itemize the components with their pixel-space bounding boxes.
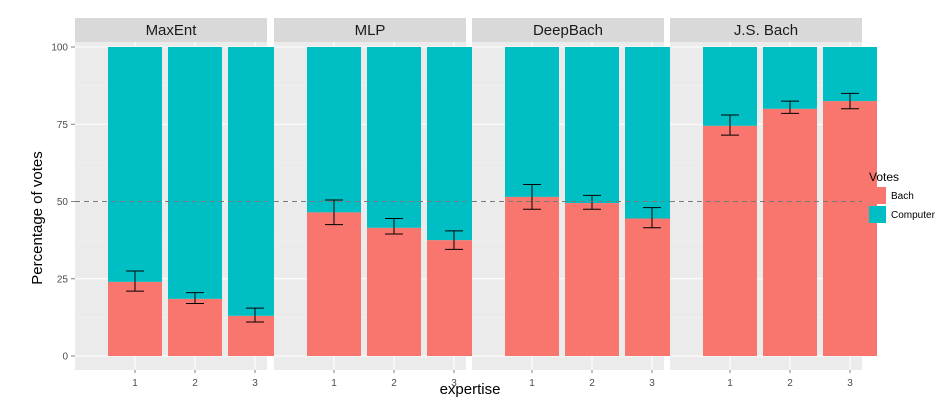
legend-title: Votes — [869, 170, 899, 184]
bar-computer-2 — [168, 47, 222, 299]
legend-label-computer: Computer — [891, 210, 936, 221]
facet-strip — [670, 18, 862, 42]
x-tick-label: 2 — [787, 378, 793, 389]
bar-bach-3 — [823, 101, 877, 356]
x-tick-label: 1 — [132, 378, 138, 389]
facet-panel-2: DeepBach 1 2 3 — [472, 18, 679, 389]
bar-computer-2 — [763, 47, 817, 109]
bar-bach-1 — [703, 125, 757, 356]
bar-computer-1 — [703, 47, 757, 126]
legend-key-bach — [869, 187, 886, 204]
facet-panels: MaxEnt 1 2 3 MLP 1 2 3 DeepBach 1 2 3 J.S. Bach 1 2 3 0 2… — [51, 18, 877, 389]
facet-strip — [75, 18, 267, 42]
y-tick-label: 100 — [51, 43, 68, 54]
bar-bach-3 — [228, 315, 282, 356]
y-axis-title: Percentage of votes — [29, 151, 46, 284]
bar-computer-2 — [367, 47, 421, 228]
x-axis-title: expertise — [440, 381, 501, 398]
y-tick-label: 0 — [62, 352, 68, 363]
x-tick-label: 2 — [391, 378, 397, 389]
bar-bach-2 — [565, 203, 619, 356]
x-tick-label: 1 — [727, 378, 733, 389]
x-tick-label: 2 — [192, 378, 198, 389]
bar-bach-2 — [168, 298, 222, 356]
y-tick-label: 50 — [57, 197, 69, 208]
bar-bach-2 — [763, 108, 817, 356]
facet-strip-label: MaxEnt — [146, 22, 198, 39]
x-tick-label: 3 — [252, 378, 258, 389]
bar-bach-1 — [505, 196, 559, 356]
bar-bach-1 — [307, 212, 361, 356]
facet-strip-label: MLP — [355, 22, 386, 39]
y-axis: 0 25 50 75 100 — [51, 43, 75, 363]
facet-strip — [472, 18, 664, 42]
facet-panel-0: MaxEnt 1 2 3 — [75, 18, 282, 389]
facet-strip-label: J.S. Bach — [734, 22, 798, 39]
legend-key-computer — [869, 206, 886, 223]
facet-panel-3: J.S. Bach 1 2 3 — [670, 18, 877, 389]
y-tick-label: 75 — [57, 120, 69, 131]
bar-computer-2 — [565, 47, 619, 204]
bar-computer-3 — [228, 47, 282, 316]
bar-bach-1 — [108, 281, 162, 356]
facet-strip — [274, 18, 466, 42]
x-tick-label: 1 — [529, 378, 535, 389]
bar-computer-1 — [307, 47, 361, 213]
x-tick-label: 3 — [649, 378, 655, 389]
bar-computer-3 — [823, 47, 877, 102]
facet-strip-label: DeepBach — [533, 22, 603, 39]
x-tick-label: 1 — [331, 378, 337, 389]
x-tick-label: 3 — [451, 378, 457, 389]
facet-panel-1: MLP 1 2 3 — [274, 18, 481, 389]
x-tick-label: 3 — [847, 378, 853, 389]
bar-computer-1 — [108, 47, 162, 282]
y-tick-label: 25 — [57, 274, 69, 285]
bar-bach-2 — [367, 227, 421, 356]
legend-label-bach: Bach — [891, 191, 914, 202]
bar-computer-1 — [505, 47, 559, 197]
x-tick-label: 2 — [589, 378, 595, 389]
legend: Votes Bach Computer — [869, 170, 936, 223]
